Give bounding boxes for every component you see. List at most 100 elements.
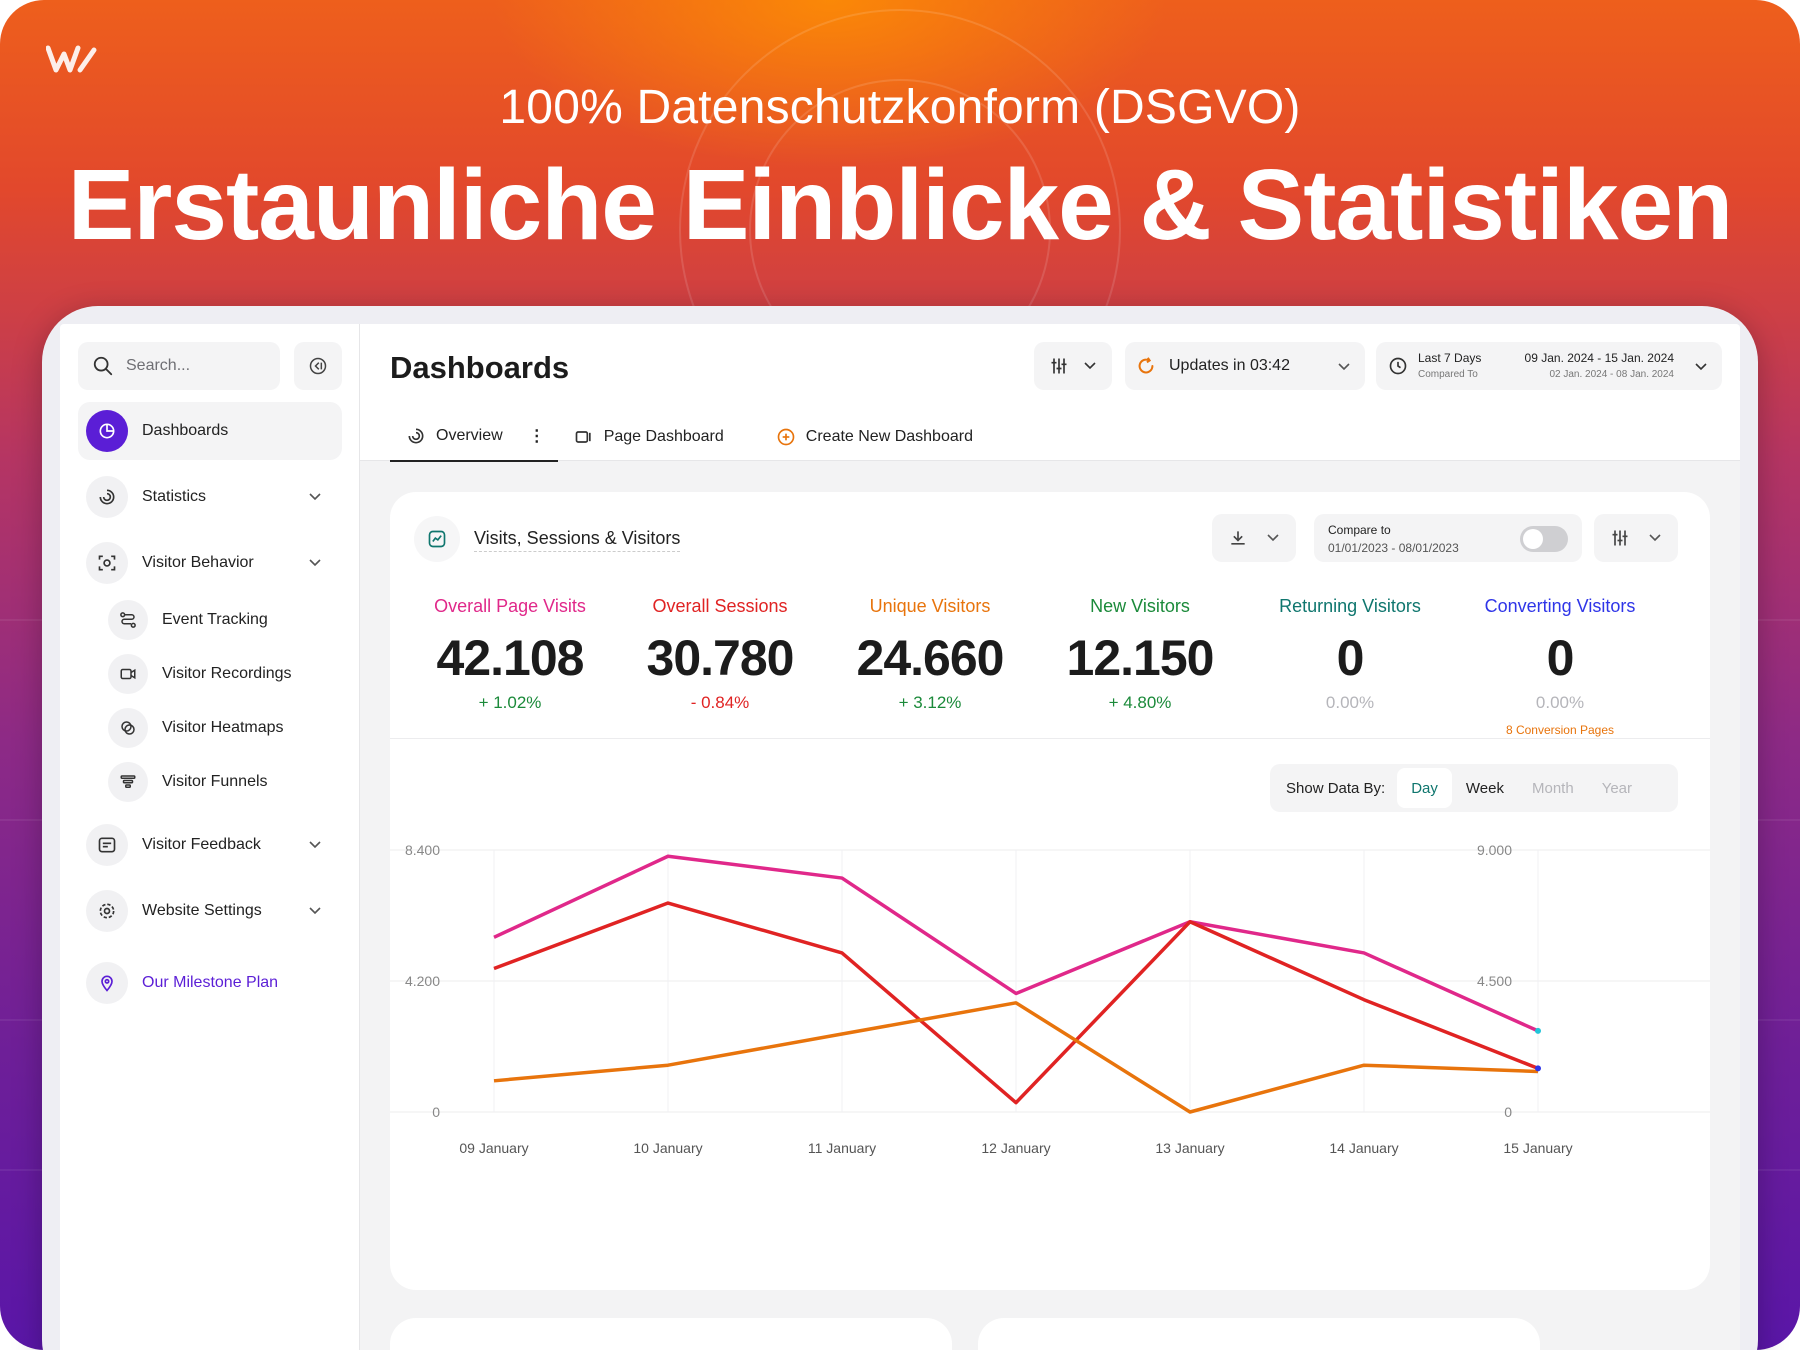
option-year[interactable]: Year [1601,779,1632,797]
compare-toggle[interactable] [1520,526,1568,552]
stat-label: Overall Page Visits [434,596,586,616]
card-type-button[interactable] [414,516,460,562]
x-tick-label: 09 January [459,1140,528,1156]
sidebar-item-label: Website Settings [142,902,262,919]
spiral-icon [86,476,128,518]
stat-change: + 4.80% [1108,693,1172,712]
y-tick-left: 0 [432,1104,440,1120]
tab-overview[interactable]: Overview ⋮ [390,412,558,462]
funnel-icon [108,762,148,802]
x-tick-label: 13 January [1155,1140,1224,1156]
route-icon [108,600,148,640]
visits-line-chart: 8.400 9.000 4.200 4.500 0 0 09 January 10 Janua… [390,842,1710,1156]
stat-overall-sessions[interactable]: Overall Sessions 30.780 - 0.84% [615,596,825,713]
chart-settings-button[interactable] [1594,514,1678,562]
sidebar-item-label: Visitor Funnels [162,773,268,790]
sidebar-item-statistics[interactable]: Statistics [78,468,342,526]
download-icon [1231,531,1245,545]
stat-returning-visitors[interactable]: Returning Visitors 0 0.00% [1245,596,1455,713]
search-placeholder: Search... [126,357,191,374]
y-tick-right: 9.000 [1477,842,1512,858]
heatmap-icon [108,708,148,748]
line-chart-icon [428,530,446,548]
sidebar-item-visitor-funnels[interactable]: Visitor Funnels [108,760,338,804]
sidebar-item-dashboards[interactable]: Dashboards [78,402,342,460]
stat-label: Converting Visitors [1484,596,1636,616]
end-marker [1535,1027,1541,1034]
stat-converting-visitors[interactable]: Converting Visitors 0 0.00% 8 Conversion… [1455,596,1665,737]
option-week[interactable]: Week [1465,779,1504,797]
conversion-pages-link[interactable]: 8 Conversion Pages [1505,723,1615,737]
visits-card: Visits, Sessions & Visitors Compare to 0… [390,492,1710,1290]
stat-label: New Visitors [1090,596,1190,616]
sidebar-item-visitor-heatmaps[interactable]: Visitor Heatmaps [108,706,338,750]
stat-value: 0 [1336,630,1365,686]
compare-label: Compare to [1328,523,1391,537]
chevron-down-icon [309,559,321,567]
range-label: Last 7 Days [1418,351,1482,365]
brand-logo [46,45,97,73]
stat-overall-page-visits[interactable]: Overall Page Visits 42.108 + 1.02% [405,596,615,713]
card-title[interactable]: Visits, Sessions & Visitors [474,528,681,552]
sidebar-item-label: Dashboards [142,422,229,439]
sidebar-item-visitor-recordings[interactable]: Visitor Recordings [108,652,338,696]
compare-to-control: Compare to 01/01/2023 - 08/01/2023 [1314,514,1582,562]
chevron-down-icon [309,907,321,915]
chevron-down-icon [1649,534,1661,542]
spiral-icon [408,428,424,444]
stat-value: 12.150 [1066,630,1215,686]
sidebar-item-label: Visitor Behavior [142,554,254,571]
date-range-picker[interactable]: Last 7 Days Compared To 09 Jan. 2024 - 1… [1376,342,1722,390]
x-tick-label: 12 January [981,1140,1050,1156]
auto-update-dropdown[interactable]: Updates in 03:42 [1125,342,1365,390]
stat-value: 24.660 [856,630,1005,686]
divider [390,738,1710,739]
show-data-label: Show Data By: [1286,779,1386,797]
tab-create-new-dashboard[interactable]: Create New Dashboard [760,412,989,462]
compare-dates: 01/01/2023 - 08/01/2023 [1328,541,1459,555]
stat-new-visitors[interactable]: New Visitors 12.150 + 4.80% [1035,596,1245,713]
eye-scan-icon [86,542,128,584]
more-options-icon[interactable]: ⋮ [528,428,545,445]
video-icon [575,431,591,443]
sidebar-item-visitor-behavior[interactable]: Visitor Behavior [78,534,342,592]
bottom-card-left [390,1318,952,1350]
sidebar-item-event-tracking[interactable]: Event Tracking [108,598,338,642]
stat-value: 42.108 [436,630,585,686]
tab-page-dashboard[interactable]: Page Dashboard [558,412,740,462]
stat-unique-visitors[interactable]: Unique Visitors 24.660 + 3.12% [825,596,1035,713]
tab-label: Create New Dashboard [805,428,973,445]
sidebar-item-label: Visitor Heatmaps [162,719,284,736]
stat-change: - 0.84% [690,693,750,712]
refresh-icon [1138,357,1154,374]
y-tick-right: 0 [1504,1104,1512,1120]
collapse-sidebar-button[interactable] [294,342,342,390]
x-tick-label: 10 January [633,1140,702,1156]
hero-subtitle: 100% Datenschutzkonform (DSGVO) [499,81,1301,134]
chevron-down-icon [309,841,321,849]
sidebar-item-milestone-plan[interactable]: Our Milestone Plan [78,954,342,1012]
collapse-icon [309,357,327,375]
x-tick-label: 15 January [1503,1140,1572,1156]
x-tick-label: 11 January [808,1140,876,1156]
video-icon [108,654,148,694]
sidebar-item-website-settings[interactable]: Website Settings [78,882,342,940]
chevron-down-icon [309,493,321,501]
download-button[interactable] [1212,514,1296,562]
gear-icon [86,890,128,932]
sidebar-item-label: Visitor Recordings [162,665,292,682]
search-icon [93,356,113,376]
sliders-icon [1051,358,1067,374]
sidebar-item-visitor-feedback[interactable]: Visitor Feedback [78,816,342,874]
filter-button[interactable] [1034,342,1112,390]
main-content: Dashboards Updates in 03:42 Last 7 Days … [360,324,1740,1350]
dashboard-tabs: Overview ⋮ Page Dashboard Create New Das… [390,412,989,462]
option-day[interactable]: Day [1397,768,1452,808]
sliders-icon [1612,530,1628,546]
chevron-down-icon [1338,363,1350,371]
end-marker [1535,1065,1541,1072]
option-month[interactable]: Month [1531,779,1574,797]
search-input[interactable]: Search... [78,342,280,390]
show-data-by-selector: Show Data By: Day Week Month Year [1270,764,1678,812]
stat-change: 0.00% [1535,693,1585,712]
